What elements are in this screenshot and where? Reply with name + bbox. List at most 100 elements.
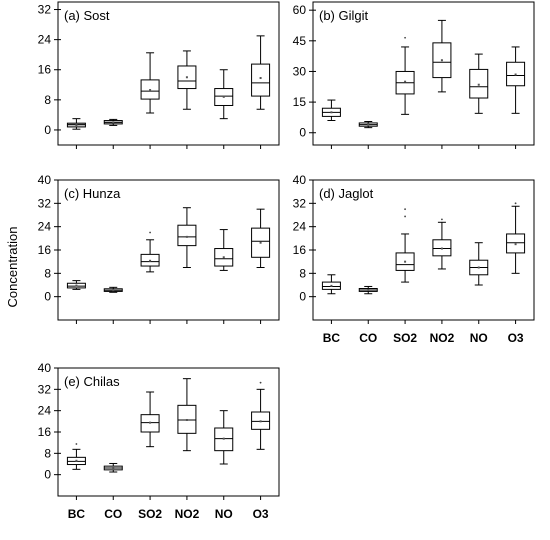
mean-marker — [404, 260, 407, 263]
mean-marker — [149, 89, 152, 92]
outlier-point — [404, 36, 406, 39]
y-tick-label: 0 — [299, 126, 306, 140]
y-tick-label: 8 — [44, 266, 51, 280]
panel-title: (a) Sost — [64, 8, 110, 23]
mean-marker — [75, 459, 78, 462]
y-tick-label: 40 — [293, 173, 307, 187]
x-tick-label: BC — [68, 507, 86, 521]
x-tick-label: NO2 — [430, 331, 455, 345]
y-tick-label: 0 — [44, 468, 51, 482]
box-O3 — [251, 208, 271, 268]
y-tick-label: 16 — [38, 243, 52, 257]
box-NO — [214, 410, 234, 465]
y-tick-label: 0 — [44, 123, 51, 137]
plot-frame — [57, 179, 280, 321]
mean-marker — [149, 421, 152, 424]
x-tick-label: SO2 — [393, 331, 417, 345]
y-tick-label: 45 — [293, 34, 307, 48]
mean-marker — [185, 235, 188, 238]
y-tick-label: 16 — [38, 425, 52, 439]
box-body — [469, 68, 489, 99]
box-NO2 — [177, 378, 197, 452]
mean-marker — [112, 467, 115, 469]
panel-3: 0 8 16 24 32 40 (c) Hunza — [38, 173, 280, 324]
box-SO2 — [140, 231, 160, 273]
y-tick-label: 60 — [293, 3, 307, 17]
box-O3 — [506, 202, 526, 274]
box-NO2 — [432, 19, 452, 93]
x-tick-label: O3 — [508, 331, 524, 345]
box-BC — [66, 443, 86, 470]
y-tick-label: 16 — [293, 243, 307, 257]
x-tick-label: BC — [323, 331, 341, 345]
plot-frame — [57, 1, 280, 146]
outlier-point — [75, 443, 78, 445]
box-BC — [66, 118, 86, 130]
mean-marker — [259, 420, 262, 423]
mean-marker — [222, 256, 225, 259]
box-SO2 — [395, 208, 415, 283]
box-SO2 — [395, 36, 415, 115]
box-body — [177, 224, 197, 247]
mean-marker — [367, 288, 370, 291]
panel-title: (d) Jaglot — [319, 186, 374, 201]
box-NO — [469, 242, 489, 286]
mean-marker — [440, 247, 443, 250]
panel-title: (c) Hunza — [64, 186, 121, 201]
outlier-point — [404, 215, 406, 218]
mean-marker — [149, 259, 152, 262]
x-tick-label: CO — [359, 331, 377, 345]
mean-marker — [440, 59, 443, 62]
mean-marker — [404, 80, 407, 83]
x-tick-label: SO2 — [138, 507, 162, 521]
mean-marker — [514, 243, 517, 246]
x-tick-label: CO — [104, 507, 122, 521]
panel-1: 0 8 16 24 32 (a) Sost — [38, 1, 280, 149]
x-tick-label: NO — [470, 331, 488, 345]
box-NO2 — [432, 218, 452, 270]
mean-marker — [330, 111, 333, 114]
box-BC — [66, 280, 86, 290]
y-tick-label: 8 — [299, 266, 306, 280]
mean-marker — [330, 284, 333, 287]
outlier-point — [149, 231, 151, 234]
mean-marker — [477, 83, 480, 86]
mean-marker — [112, 121, 115, 124]
outlier-point — [514, 202, 517, 205]
plot-frame — [312, 179, 535, 321]
box-body — [251, 63, 271, 97]
mean-marker — [185, 76, 188, 79]
mean-marker — [185, 419, 188, 421]
x-tick-label: NO — [215, 507, 233, 521]
y-tick-label: 30 — [293, 64, 307, 78]
y-tick-label: 32 — [38, 196, 52, 210]
box-NO — [469, 53, 489, 114]
box-CO — [103, 286, 123, 293]
box-CO — [103, 118, 123, 126]
box-NO — [214, 229, 234, 271]
panel-title: (e) Chilas — [64, 374, 120, 389]
y-tick-label: 8 — [44, 93, 51, 107]
y-tick-label: 32 — [38, 382, 52, 396]
outlier-point — [441, 218, 443, 221]
panel-5: 0 8 16 24 32 40 BC CO SO2 NO2 NO O3 (e) Chilas — [38, 361, 280, 521]
y-tick-label: 40 — [38, 361, 52, 375]
outlier-point — [404, 208, 406, 211]
mean-marker — [222, 437, 225, 440]
y-tick-label: 32 — [38, 3, 52, 17]
y-tick-label: 0 — [44, 290, 51, 304]
y-axis-label: Concentration — [5, 227, 20, 308]
box-O3 — [251, 35, 271, 110]
y-tick-label: 24 — [38, 33, 52, 47]
plot-frame — [312, 1, 535, 146]
y-tick-label: 24 — [293, 220, 307, 234]
mean-marker — [222, 95, 225, 98]
panel-title: (b) Gilgit — [319, 8, 369, 23]
box-O3 — [251, 381, 271, 450]
y-tick-label: 24 — [38, 404, 52, 418]
y-tick-label: 15 — [293, 95, 307, 109]
outlier-point — [259, 381, 262, 384]
mean-marker — [112, 289, 115, 292]
